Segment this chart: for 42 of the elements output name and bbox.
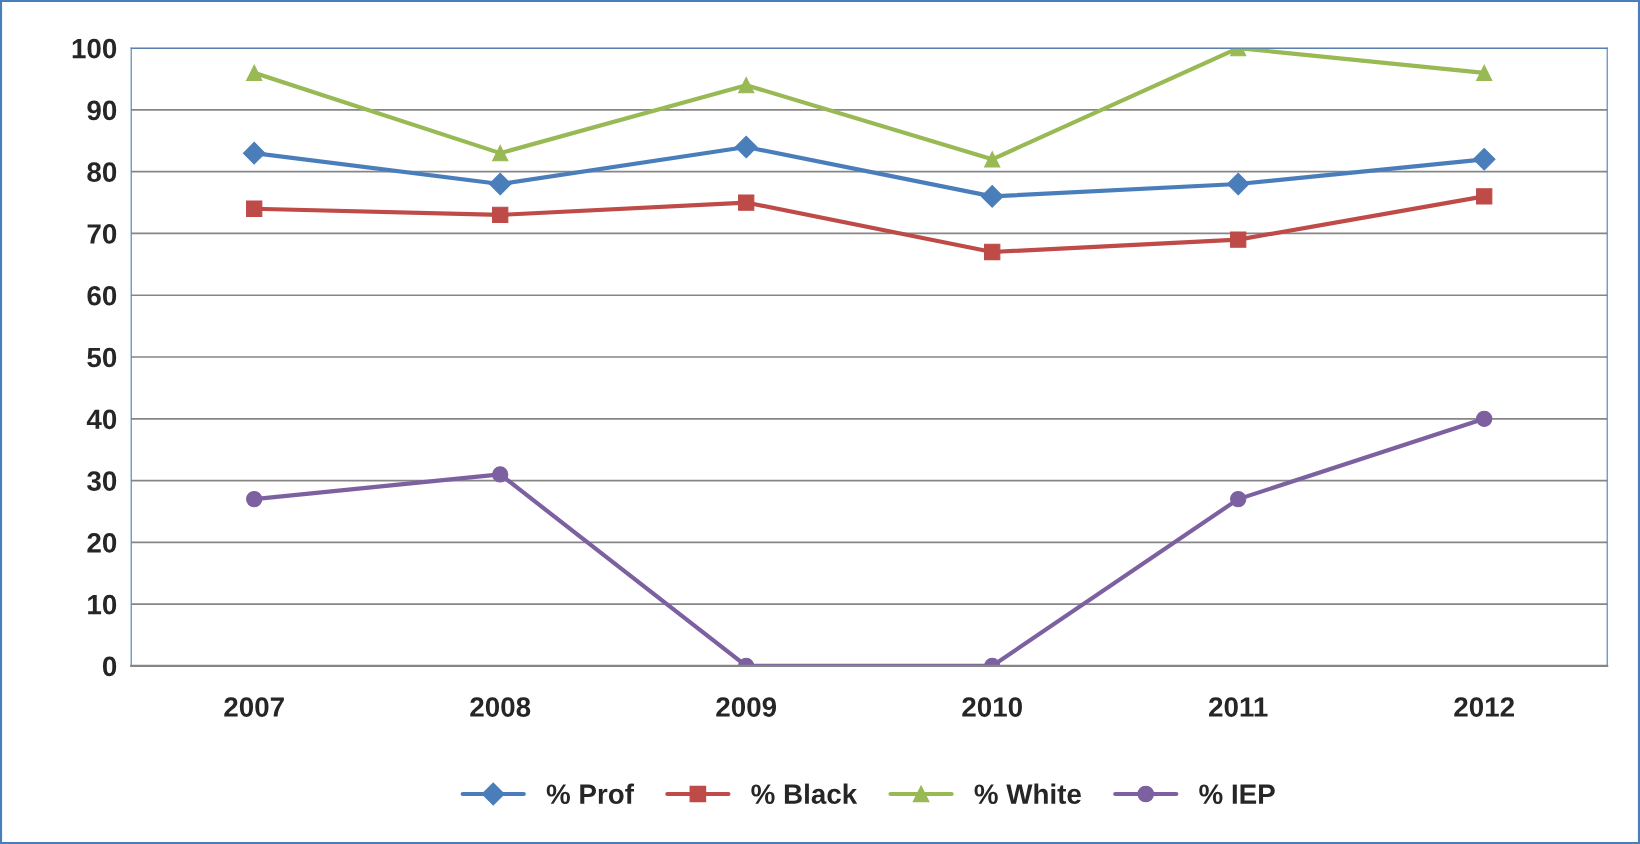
point	[738, 77, 755, 94]
point	[242, 141, 266, 165]
y-tick-label: 100	[72, 38, 117, 59]
point	[1472, 147, 1496, 171]
point	[492, 466, 509, 483]
point	[738, 194, 755, 211]
point	[246, 64, 263, 81]
point	[1476, 410, 1493, 427]
y-tick-label: 70	[87, 224, 117, 244]
y-tick-label: 10	[88, 594, 117, 615]
point	[492, 144, 509, 162]
x-tick-label: 2012	[1454, 697, 1514, 717]
y-tick-label: 50	[87, 347, 117, 368]
legend-label: % Prof	[546, 783, 635, 804]
x-tick-label: 2010	[962, 697, 1022, 717]
legend-label: % White	[974, 783, 1081, 804]
point	[1476, 64, 1493, 81]
point	[1226, 172, 1250, 196]
x-tick-label: 2011	[1209, 697, 1268, 717]
legend-label: % IEP	[1199, 784, 1275, 804]
x-tick-label: 2007	[224, 697, 284, 717]
y-tick-label: 90	[87, 100, 117, 121]
y-tick-label: 80	[87, 162, 117, 183]
y-tick-label: 60	[87, 285, 117, 306]
point	[1230, 231, 1247, 248]
y-tick-label: 30	[87, 471, 117, 491]
point	[734, 135, 758, 159]
point	[488, 172, 512, 196]
x-tick-label: 2009	[716, 697, 777, 717]
y-tick-label: 20	[87, 533, 117, 553]
point	[980, 185, 1004, 208]
legend-label: % Black	[751, 783, 858, 804]
point	[1476, 188, 1493, 205]
point	[246, 490, 263, 508]
point	[1230, 490, 1247, 508]
point	[492, 206, 509, 224]
y-tick-label: 40	[86, 409, 117, 430]
y-tick-label: 0	[102, 656, 117, 677]
point	[984, 151, 1001, 168]
x-tick-label: 2008	[470, 697, 531, 717]
point	[246, 200, 263, 217]
point	[984, 243, 1001, 261]
